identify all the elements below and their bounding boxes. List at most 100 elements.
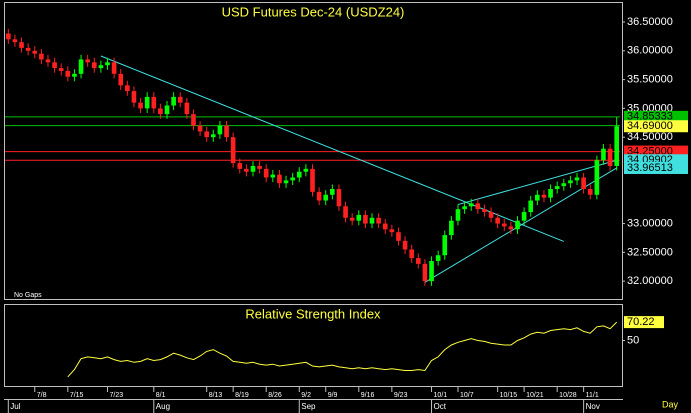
candle-body (210, 134, 216, 138)
rsi-line (67, 321, 618, 378)
candle-body (482, 209, 487, 213)
candle-body (52, 62, 57, 69)
candle-body (323, 194, 329, 201)
candle-body (568, 180, 573, 184)
x-tick-label: 10/15 (500, 392, 518, 399)
month-label: Jul (10, 402, 20, 411)
candle-body (72, 73, 77, 77)
candle-body (336, 189, 342, 207)
y-tick-label: 36.50000 (627, 16, 673, 28)
candle-body (330, 189, 335, 195)
last-price-label: 34.69000 (627, 120, 673, 132)
candle-body (191, 114, 196, 126)
candle-body (230, 137, 236, 164)
candle-body (98, 65, 104, 69)
candle-body (455, 209, 461, 221)
candle-body (263, 168, 269, 178)
candle-body (601, 148, 606, 161)
candle-body (515, 220, 520, 230)
candle-body (376, 217, 381, 224)
candle-body (316, 191, 322, 201)
x-tick-label: 8/1 (156, 392, 166, 399)
x-tick-label: 10/28 (559, 392, 577, 399)
candle-body (310, 168, 315, 192)
x-tick-label: 10/1 (434, 392, 448, 399)
candle-body (58, 68, 64, 71)
rsi-value-label: 70.22 (627, 316, 655, 328)
candle-body (65, 70, 71, 77)
candle-body (283, 180, 289, 184)
candle-body (19, 42, 24, 48)
candle-body (85, 59, 90, 63)
candle-body (594, 160, 600, 195)
candle-body (217, 125, 223, 135)
candle-body (91, 62, 97, 69)
candle-body (382, 223, 388, 230)
candle-body (303, 168, 309, 172)
candle-body (554, 186, 560, 190)
x-tick-label: 10/21 (526, 392, 544, 399)
x-tick-label: 11/1 (586, 392, 599, 399)
candle-body (45, 59, 51, 63)
month-label: Nov (586, 402, 600, 411)
y-tick-label: 32.50000 (627, 246, 673, 258)
candle-body (131, 91, 137, 103)
candle-body (177, 96, 183, 103)
candle-body (449, 220, 454, 236)
candle-body (250, 165, 256, 172)
y-tick-label: 35.50000 (627, 73, 673, 85)
candle-body (396, 232, 401, 241)
candle-body (363, 214, 368, 224)
y-tick-label: 50 (627, 334, 639, 346)
candle-body (389, 229, 395, 233)
candle-body (244, 168, 249, 172)
price-panel (4, 2, 623, 300)
x-axis-label: Day (662, 399, 679, 409)
candle-body (548, 189, 553, 198)
x-tick-label: 9/2 (301, 392, 311, 399)
candle-body (224, 125, 229, 138)
candle-body (277, 174, 282, 184)
candle-body (111, 62, 117, 74)
candle-body (151, 96, 157, 109)
candle-body (343, 206, 348, 218)
rsi-value-box (624, 316, 664, 329)
candle-body (607, 148, 613, 166)
candle-body (561, 183, 567, 187)
candle-body (528, 200, 534, 213)
trendline (457, 159, 617, 206)
candle-body (468, 203, 474, 207)
candle-body (138, 102, 143, 109)
y-tick-label: 32.00000 (627, 275, 673, 287)
x-tick-label: 9/23 (394, 392, 408, 399)
month-label: Sep (301, 402, 316, 411)
candle-body (488, 212, 494, 218)
candle-body (184, 102, 190, 115)
chart-title: USD Futures Dec-24 (USDZ24) (222, 4, 405, 19)
candle-body (369, 217, 375, 224)
candle-body (204, 131, 210, 138)
candle-body (158, 108, 163, 115)
month-label: Oct (434, 402, 447, 411)
candle-body (409, 249, 415, 259)
candle-body (237, 163, 243, 169)
rsi-panel (4, 304, 623, 387)
candle-body (415, 258, 421, 264)
x-tick-label: 8/19 (235, 392, 249, 399)
candle-body (581, 177, 586, 190)
candle-body (435, 255, 441, 261)
candle-body (356, 214, 362, 221)
candle-body (442, 235, 448, 256)
candle-body (25, 47, 31, 51)
candle-body (197, 125, 203, 132)
y-tick-label: 34.50000 (627, 131, 673, 143)
candle-body (5, 33, 11, 40)
candle-body (257, 165, 262, 169)
candle-body (495, 217, 500, 224)
candle-body (118, 73, 124, 86)
x-tick-label: 8/26 (268, 392, 282, 399)
candle-body (125, 85, 130, 92)
candle-body (32, 50, 38, 54)
candle-body (164, 105, 170, 115)
